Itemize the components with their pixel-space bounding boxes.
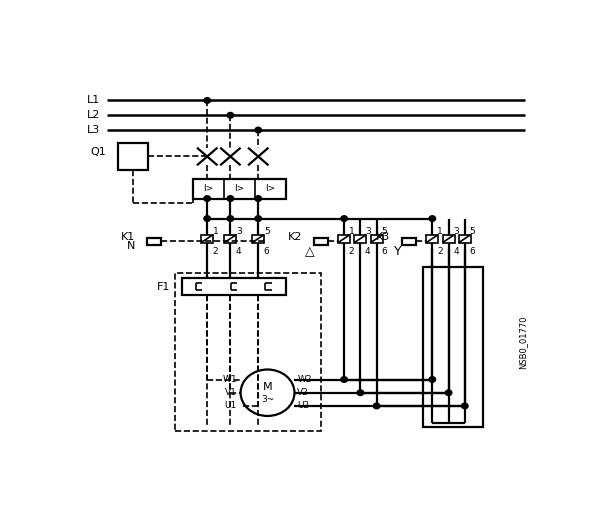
Circle shape xyxy=(255,127,262,133)
Text: V2: V2 xyxy=(297,388,309,397)
Circle shape xyxy=(445,390,452,396)
Text: 3: 3 xyxy=(236,227,242,236)
Text: I>: I> xyxy=(235,184,245,193)
Circle shape xyxy=(255,216,262,222)
Text: 4: 4 xyxy=(453,248,459,256)
Circle shape xyxy=(241,370,295,416)
Circle shape xyxy=(255,196,262,201)
Bar xyxy=(252,235,264,242)
Text: 6: 6 xyxy=(470,248,475,256)
Text: L3: L3 xyxy=(87,125,101,135)
Text: U1: U1 xyxy=(225,401,237,410)
Circle shape xyxy=(204,98,210,103)
Bar xyxy=(201,235,213,242)
Text: W1: W1 xyxy=(222,375,237,384)
Bar xyxy=(371,235,383,242)
Text: 1: 1 xyxy=(437,227,443,236)
Text: Q1: Q1 xyxy=(90,147,106,157)
Bar xyxy=(338,235,350,242)
Circle shape xyxy=(204,196,210,201)
Circle shape xyxy=(373,403,380,409)
Circle shape xyxy=(429,216,435,222)
Circle shape xyxy=(341,376,347,382)
Bar xyxy=(181,278,286,295)
Circle shape xyxy=(227,112,234,118)
Text: Y: Y xyxy=(394,245,401,258)
Bar xyxy=(193,178,286,199)
Bar xyxy=(459,235,471,242)
Bar xyxy=(423,267,483,427)
Circle shape xyxy=(227,196,234,201)
Text: 5: 5 xyxy=(382,227,387,236)
Text: I>: I> xyxy=(204,184,214,193)
Text: 3: 3 xyxy=(453,227,459,236)
Text: I>: I> xyxy=(265,184,276,193)
Bar xyxy=(225,235,237,242)
Text: K1: K1 xyxy=(121,232,135,242)
Text: △: △ xyxy=(304,245,314,258)
Text: 6: 6 xyxy=(382,248,387,256)
Bar xyxy=(426,235,438,242)
Bar xyxy=(402,238,416,245)
Text: 2: 2 xyxy=(213,248,219,256)
Text: 3~: 3~ xyxy=(261,395,274,404)
Text: 4: 4 xyxy=(236,248,241,256)
Bar xyxy=(355,235,367,242)
Text: U2: U2 xyxy=(297,401,309,410)
Text: L1: L1 xyxy=(87,96,101,106)
Text: 3: 3 xyxy=(365,227,371,236)
Circle shape xyxy=(227,216,234,222)
Bar xyxy=(443,235,455,242)
Text: 5: 5 xyxy=(264,227,270,236)
Bar xyxy=(118,144,148,170)
Text: K2: K2 xyxy=(288,232,302,242)
Text: F1: F1 xyxy=(157,282,170,292)
Circle shape xyxy=(204,216,210,222)
Text: NSB0_01770: NSB0_01770 xyxy=(518,316,527,369)
Circle shape xyxy=(429,376,435,382)
Text: W2: W2 xyxy=(297,375,311,384)
Text: L2: L2 xyxy=(87,110,101,120)
Circle shape xyxy=(357,390,364,396)
Text: V1: V1 xyxy=(225,388,237,397)
Text: 1: 1 xyxy=(349,227,355,236)
Text: N: N xyxy=(127,241,135,251)
Text: 2: 2 xyxy=(437,248,443,256)
Text: 6: 6 xyxy=(264,248,270,256)
Bar xyxy=(147,238,161,245)
Text: K3: K3 xyxy=(376,232,391,242)
Circle shape xyxy=(341,216,347,222)
Text: 1: 1 xyxy=(213,227,219,236)
Circle shape xyxy=(462,403,468,409)
Text: M: M xyxy=(263,382,273,392)
Text: 5: 5 xyxy=(470,227,475,236)
Text: 4: 4 xyxy=(365,248,371,256)
Text: 2: 2 xyxy=(349,248,355,256)
Bar xyxy=(175,272,321,431)
Bar xyxy=(314,238,328,245)
